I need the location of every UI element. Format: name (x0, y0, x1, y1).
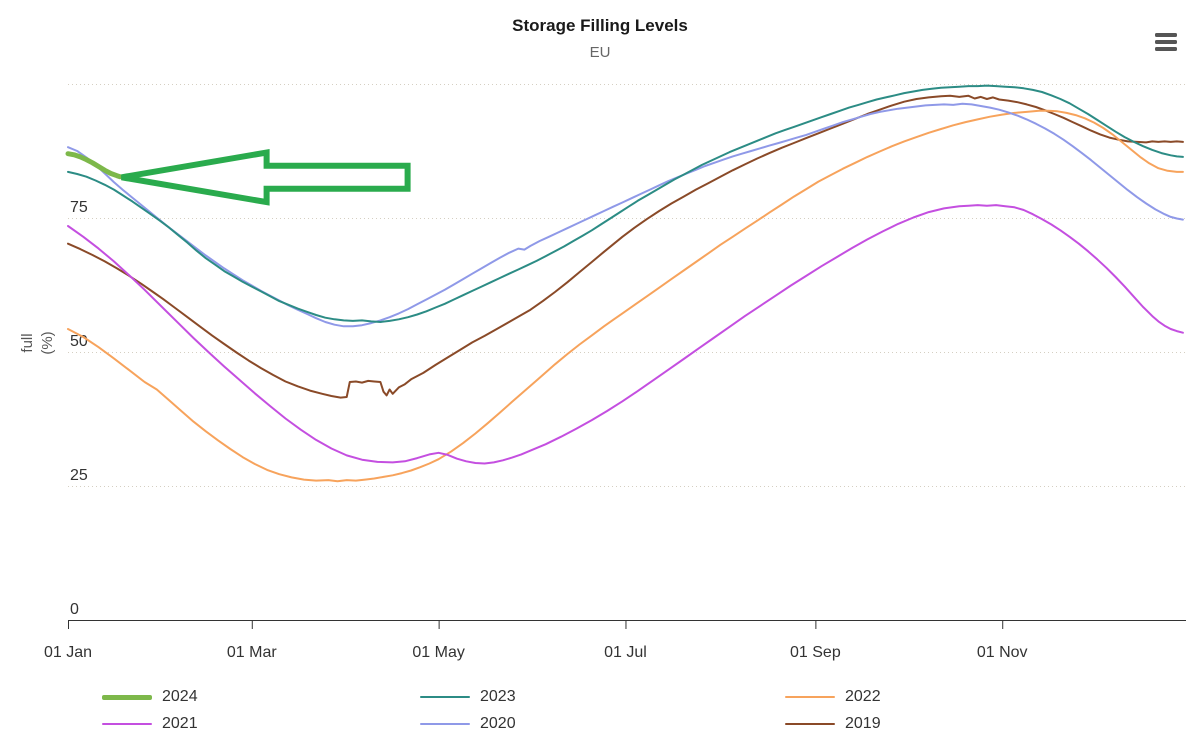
x-tick-label: 01 Jan (44, 644, 92, 661)
legend-item-2020[interactable]: 2020 (420, 715, 516, 733)
chart-title: Storage Filling Levels (512, 16, 688, 35)
series-line-2019 (67, 94, 1184, 399)
legend-line-swatch (420, 695, 470, 699)
series-lines (65, 84, 1184, 483)
series-line-2021 (67, 204, 1184, 465)
x-tick-label: 01 Nov (977, 644, 1028, 661)
left-arrow-annotation (121, 148, 411, 206)
legend-line-swatch (420, 722, 470, 726)
series-line-2024 (65, 151, 123, 180)
legend-line-swatch (102, 694, 152, 700)
series-line-2020 (67, 102, 1184, 328)
x-tick-label: 01 Sep (790, 644, 841, 661)
legend-item-2019[interactable]: 2019 (785, 715, 881, 733)
y-axis-title: full (%) (19, 331, 56, 354)
legend-line-swatch (102, 722, 152, 726)
legend-label: 2024 (162, 688, 198, 705)
legend-label: 2020 (480, 715, 516, 732)
axes (68, 620, 1186, 629)
chart-context-menu-button[interactable] (1148, 27, 1184, 55)
legend-item-2021[interactable]: 2021 (102, 715, 198, 733)
legend-label: 2021 (162, 715, 198, 732)
legend-line-swatch (785, 695, 835, 699)
chart-subtitle: EU (589, 44, 611, 61)
legend-label: 2019 (845, 715, 881, 732)
legend-item-2023[interactable]: 2023 (420, 688, 516, 706)
legend-line-swatch (785, 722, 835, 726)
x-tick-label: 01 Mar (227, 644, 277, 661)
gridlines (68, 84, 1186, 487)
x-tick-label: 01 May (412, 644, 464, 661)
hamburger-icon (1154, 33, 1178, 51)
y-tick-label: 75 (70, 199, 88, 216)
legend-item-2022[interactable]: 2022 (785, 688, 881, 706)
x-tick-label: 01 Jul (604, 644, 647, 661)
axis-labels: 01 Jan 01 Mar 01 May 01 Jul 01 Sep 01 Nov0255… (44, 199, 1028, 661)
series-line-2022 (67, 109, 1184, 483)
y-tick-label: 25 (70, 467, 88, 484)
legend-item-2024[interactable]: 2024 (102, 688, 198, 706)
legend-label: 2022 (845, 688, 881, 705)
y-axis-title-line: full (19, 333, 36, 352)
legend-label: 2023 (480, 688, 516, 705)
y-tick-label: 0 (70, 601, 79, 618)
arrow-annotation (121, 148, 411, 206)
y-axis-title-line: (%) (39, 331, 56, 354)
series-line-2023 (67, 84, 1184, 323)
